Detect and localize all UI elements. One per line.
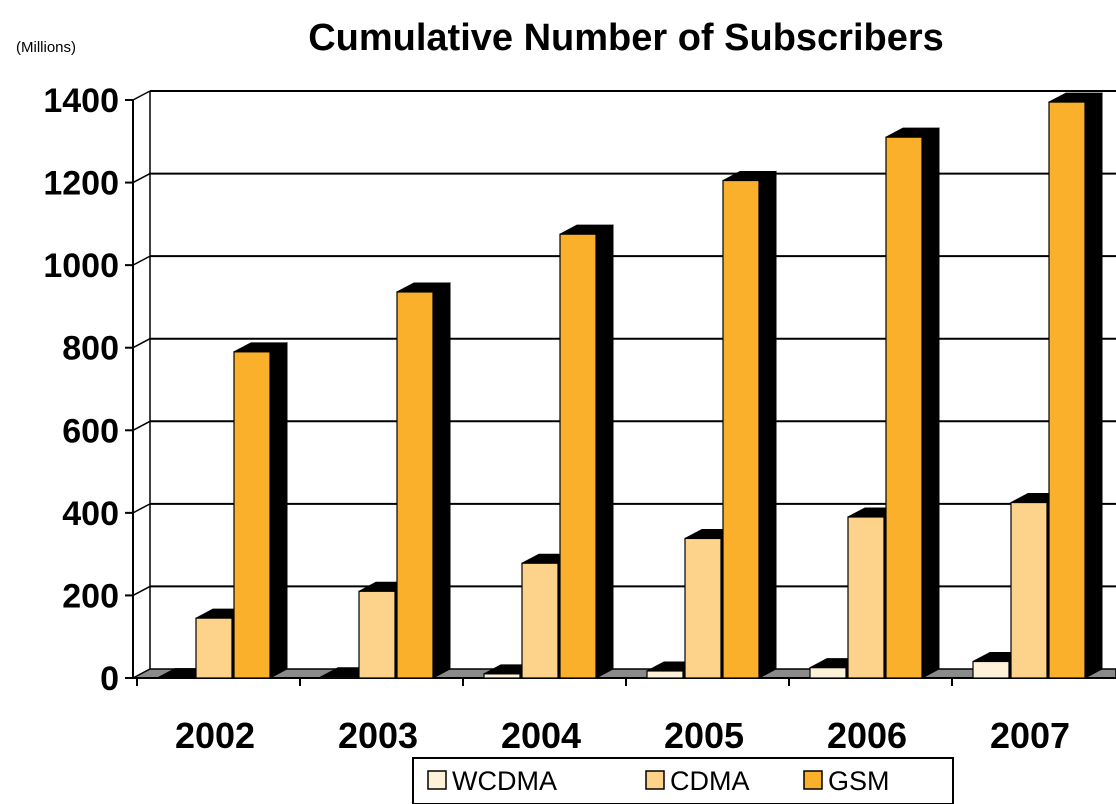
y-tick-label: 200 bbox=[62, 577, 119, 615]
y-tick-label: 600 bbox=[62, 412, 119, 450]
y-tick-label: 400 bbox=[62, 495, 119, 533]
gridline bbox=[132, 502, 1116, 514]
gridline bbox=[132, 337, 1116, 349]
legend: WCDMA CDMA GSM bbox=[412, 757, 954, 804]
legend-label: WCDMA bbox=[452, 766, 557, 796]
legend-label: CDMA bbox=[670, 766, 750, 796]
bar-gsm-2006 bbox=[885, 127, 940, 679]
chart-title: Cumulative Number of Subscribers bbox=[308, 17, 944, 59]
gridline bbox=[132, 585, 1116, 597]
x-tick-label: 2003 bbox=[338, 715, 418, 756]
bar-gsm-2004 bbox=[559, 224, 614, 679]
bar-gsm-2005 bbox=[722, 170, 777, 679]
x-tick-label: 2005 bbox=[664, 715, 744, 756]
legend-item-cdma: CDMA bbox=[645, 766, 750, 796]
x-axis-ticks: 2002 2003 2004 2005 2006 2007 bbox=[136, 678, 1070, 756]
x-tick-label: 2006 bbox=[827, 715, 907, 756]
legend-swatch bbox=[803, 770, 823, 790]
legend-label: GSM bbox=[828, 766, 890, 796]
gridline bbox=[132, 90, 1116, 101]
y-axis-ticks: 0 200 400 600 800 1000 1200 1400 bbox=[43, 82, 133, 698]
gridline bbox=[132, 172, 1116, 184]
y-axis-unit-label: (Millions) bbox=[16, 39, 76, 56]
y-tick-label: 1400 bbox=[43, 82, 119, 120]
x-tick-label: 2004 bbox=[501, 715, 581, 756]
x-tick-label: 2007 bbox=[990, 715, 1070, 756]
y-tick-label: 1200 bbox=[43, 165, 119, 203]
legend-swatch bbox=[427, 770, 447, 790]
legend-item-wcdma: WCDMA bbox=[427, 766, 557, 796]
gridline bbox=[132, 255, 1116, 266]
bar-gsm-2002 bbox=[233, 342, 288, 679]
y-tick-label: 0 bbox=[100, 660, 119, 698]
gridline bbox=[132, 420, 1116, 431]
y-tick-label: 800 bbox=[62, 330, 119, 368]
x-tick-label: 2002 bbox=[175, 715, 255, 756]
gridlines bbox=[132, 90, 1116, 597]
bars bbox=[157, 92, 1103, 679]
legend-swatch bbox=[645, 770, 665, 790]
legend-box bbox=[412, 757, 954, 804]
legend-item-gsm: GSM bbox=[803, 766, 890, 796]
y-tick-label: 1000 bbox=[43, 247, 119, 285]
bar-gsm-2003 bbox=[396, 282, 451, 679]
bar-gsm-2007 bbox=[1048, 92, 1103, 679]
